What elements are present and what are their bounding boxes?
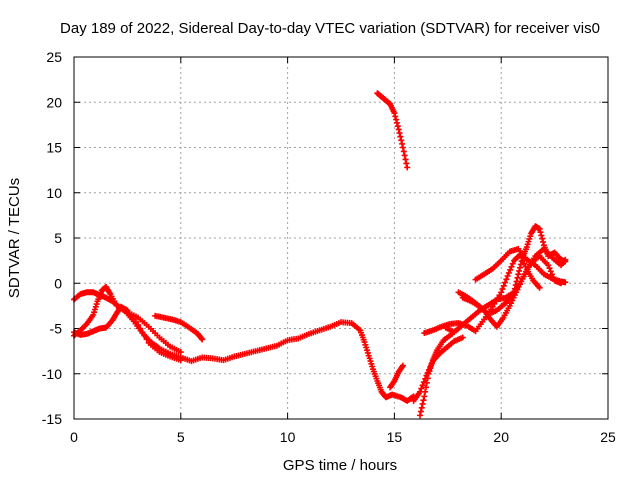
data-point bbox=[562, 256, 569, 263]
x-tick-label: 25 bbox=[600, 429, 616, 445]
data-point bbox=[547, 268, 554, 275]
y-tick-label: -15 bbox=[42, 411, 62, 427]
data-point bbox=[503, 276, 510, 283]
data-point bbox=[549, 271, 556, 278]
data-point bbox=[398, 137, 405, 144]
data-point bbox=[420, 379, 427, 386]
data-point bbox=[137, 325, 144, 332]
data-point bbox=[418, 385, 425, 392]
data-point bbox=[504, 273, 511, 280]
data-point bbox=[500, 282, 507, 289]
data-point bbox=[516, 264, 523, 271]
data-point bbox=[540, 238, 547, 245]
y-tick-label: -5 bbox=[50, 321, 63, 337]
data-point bbox=[419, 400, 426, 407]
data-point bbox=[505, 269, 512, 276]
data-point bbox=[562, 279, 569, 286]
x-tick-label: 20 bbox=[493, 429, 509, 445]
data-point bbox=[558, 280, 565, 287]
data-point bbox=[423, 384, 430, 391]
data-point bbox=[499, 286, 506, 293]
data-point bbox=[421, 393, 428, 400]
plot-frame bbox=[73, 56, 609, 420]
data-point bbox=[536, 225, 543, 232]
data-point bbox=[141, 332, 148, 339]
x-tick-label: 0 bbox=[70, 429, 78, 445]
data-point bbox=[546, 265, 553, 272]
data-point bbox=[515, 271, 522, 278]
data-point bbox=[514, 274, 521, 281]
data-point bbox=[401, 152, 408, 159]
data-point bbox=[502, 279, 509, 286]
data-point bbox=[399, 362, 406, 369]
data-point bbox=[397, 133, 404, 140]
data-point bbox=[400, 148, 407, 155]
x-tick-label: 15 bbox=[387, 429, 403, 445]
data-point bbox=[550, 274, 557, 281]
data-point bbox=[459, 334, 466, 341]
y-tick-label: 25 bbox=[46, 49, 62, 65]
data-point bbox=[393, 116, 400, 123]
data-point bbox=[419, 382, 426, 389]
data-point bbox=[539, 235, 546, 242]
ticks: 0 5 10 15 20 25 -15 -10 -5 0 5 10 15 20 25 bbox=[42, 49, 616, 445]
data-point bbox=[422, 375, 429, 382]
data-point bbox=[509, 260, 516, 267]
data-point bbox=[399, 140, 406, 147]
data-point bbox=[517, 261, 524, 268]
data-point bbox=[417, 388, 424, 395]
data-point bbox=[403, 160, 410, 167]
data-point bbox=[417, 412, 424, 419]
data-point bbox=[508, 263, 515, 270]
data-point bbox=[545, 262, 552, 269]
y-tick-label: -10 bbox=[42, 366, 62, 382]
chart-title: Day 189 of 2022, Sidereal Day-to-day VTE… bbox=[60, 20, 600, 37]
data-point bbox=[135, 321, 142, 328]
data-point bbox=[418, 404, 425, 411]
data-points bbox=[71, 90, 569, 419]
y-tick-label: 15 bbox=[46, 140, 62, 156]
data-point bbox=[392, 113, 399, 120]
y-axis-label: SDTVAR / TECUs bbox=[6, 178, 23, 298]
data-point bbox=[518, 258, 525, 265]
y-tick-label: 5 bbox=[54, 230, 62, 246]
data-point bbox=[498, 289, 505, 296]
data-point bbox=[536, 284, 543, 291]
data-point bbox=[537, 229, 544, 236]
data-point bbox=[394, 123, 401, 130]
grid bbox=[74, 57, 608, 419]
data-point bbox=[395, 126, 402, 133]
y-tick-label: 0 bbox=[54, 275, 62, 291]
data-point bbox=[507, 266, 514, 273]
data-point bbox=[199, 336, 206, 343]
x-tick-label: 5 bbox=[177, 429, 185, 445]
data-point bbox=[393, 119, 400, 126]
data-point bbox=[198, 335, 205, 342]
data-point bbox=[516, 267, 523, 274]
x-axis-label: GPS time / hours bbox=[283, 457, 397, 474]
data-point bbox=[417, 408, 424, 415]
x-tick-label: 10 bbox=[280, 429, 296, 445]
data-point bbox=[177, 357, 184, 364]
data-point bbox=[422, 388, 429, 395]
data-point bbox=[391, 110, 398, 117]
data-point bbox=[177, 349, 184, 356]
data-point bbox=[420, 397, 427, 404]
y-tick-label: 20 bbox=[46, 94, 62, 110]
data-point bbox=[143, 336, 150, 343]
data-point bbox=[139, 329, 146, 336]
data-point bbox=[561, 257, 568, 264]
data-point bbox=[396, 130, 403, 137]
data-point bbox=[402, 156, 409, 163]
y-tick-label: 10 bbox=[46, 185, 62, 201]
data-point bbox=[538, 232, 545, 239]
data-point bbox=[404, 164, 411, 171]
data-point bbox=[399, 144, 406, 151]
